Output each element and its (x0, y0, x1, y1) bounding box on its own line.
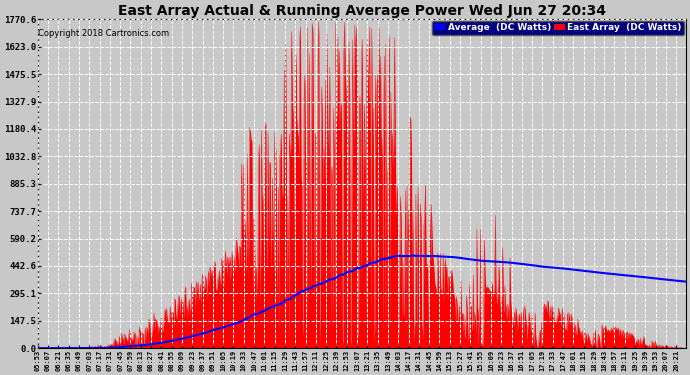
Text: Copyright 2018 Cartronics.com: Copyright 2018 Cartronics.com (39, 29, 170, 38)
Title: East Array Actual & Running Average Power Wed Jun 27 20:34: East Array Actual & Running Average Powe… (118, 4, 606, 18)
Legend: Average  (DC Watts), East Array  (DC Watts): Average (DC Watts), East Array (DC Watts… (432, 21, 684, 34)
